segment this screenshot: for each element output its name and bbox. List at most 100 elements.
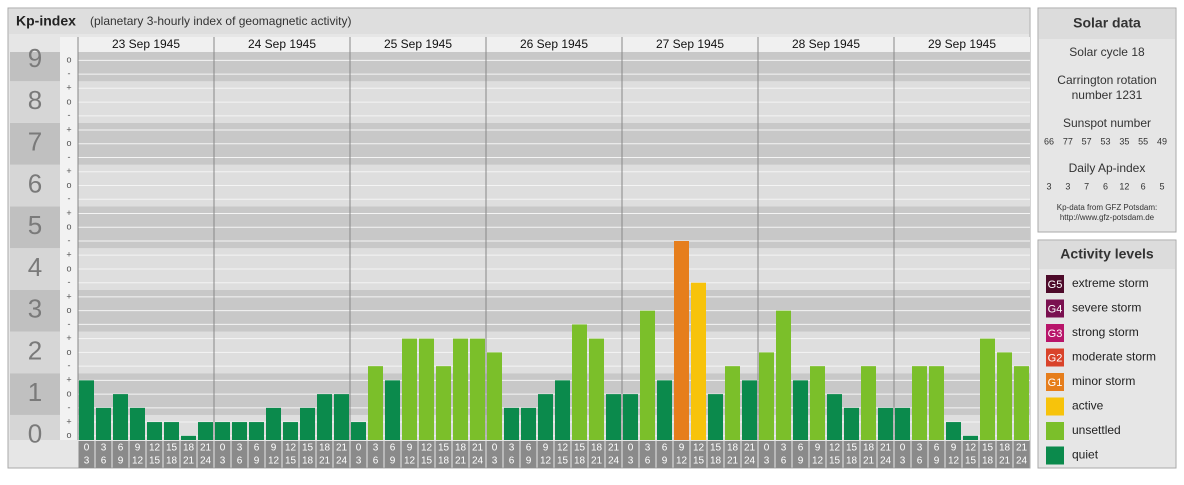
kp-bar (759, 352, 774, 440)
carrington-label: number (1072, 88, 1113, 102)
interval-start: 0 (220, 443, 226, 454)
interval-end: 9 (254, 456, 260, 467)
legend-label: unsettled (1072, 423, 1121, 437)
interval-box (877, 441, 894, 468)
interval-start: 15 (846, 443, 858, 454)
interval-start: 3 (101, 443, 107, 454)
interval-box (418, 441, 435, 468)
interval-start: 21 (200, 443, 212, 454)
interval-start: 9 (679, 443, 685, 454)
interval-end: 3 (84, 456, 90, 467)
interval-end: 21 (183, 456, 195, 467)
interval-box (78, 441, 95, 468)
y-tick-label: 2 (28, 335, 42, 365)
solar-cycle: Solar cycle 18 (1069, 45, 1145, 59)
panel-value: 35 (1119, 136, 1129, 146)
interval-start: 18 (591, 443, 603, 454)
kp-label-band (10, 206, 60, 249)
interval-start: 15 (982, 443, 994, 454)
interval-end: 12 (540, 456, 552, 467)
legend-label: severe storm (1072, 301, 1141, 315)
interval-end: 9 (934, 456, 940, 467)
legend-label: strong storm (1072, 325, 1139, 339)
interval-start: 21 (744, 443, 756, 454)
panel-value: 5 (1159, 181, 1164, 191)
interval-start: 0 (628, 443, 634, 454)
kp-bar (742, 380, 757, 440)
interval-box (656, 441, 673, 468)
interval-start: 15 (438, 443, 450, 454)
minor-tick-label: o (66, 347, 71, 357)
interval-box (673, 441, 690, 468)
interval-box (316, 441, 333, 468)
interval-start: 0 (492, 443, 498, 454)
solar-panel (1037, 7, 1177, 233)
interval-start: 0 (84, 443, 90, 454)
legend-label: moderate storm (1072, 350, 1156, 364)
interval-box (639, 441, 656, 468)
legend-label: quiet (1072, 448, 1099, 462)
kp-bar (725, 366, 740, 440)
interval-box (843, 441, 860, 468)
interval-end: 3 (628, 456, 634, 467)
legend-label: active (1072, 399, 1104, 413)
kp-bar (300, 407, 315, 440)
kp-bar (895, 407, 910, 440)
kp-label-band (10, 289, 60, 332)
kp-label-band (10, 331, 60, 374)
interval-end: 12 (268, 456, 280, 467)
interval-end: 21 (727, 456, 739, 467)
sunspot-label: Sunspot number (1063, 116, 1151, 130)
interval-start: 6 (254, 443, 260, 454)
interval-start: 18 (183, 443, 195, 454)
legend-badge: G1 (1048, 377, 1063, 389)
interval-end: 21 (319, 456, 331, 467)
interval-start: 3 (509, 443, 515, 454)
panel-value: 53 (1100, 136, 1110, 146)
interval-start: 15 (710, 443, 722, 454)
legend-swatch (1046, 348, 1064, 367)
interval-box (129, 441, 146, 468)
y-tick-label: 9 (28, 43, 42, 73)
interval-start: 18 (727, 443, 739, 454)
day-label: 28 Sep 1945 (792, 37, 860, 51)
kp-bar (198, 422, 213, 440)
interval-end: 3 (764, 456, 770, 467)
interval-start: 3 (373, 443, 379, 454)
source-url: http://www.gfz-potsdam.de (1060, 213, 1155, 222)
y-tick-label: 1 (28, 377, 42, 407)
interval-end: 18 (438, 456, 450, 467)
interval-box (401, 441, 418, 468)
interval-end: 9 (798, 456, 804, 467)
interval-start: 9 (951, 443, 957, 454)
interval-start: 9 (407, 443, 413, 454)
kp-bar (572, 324, 587, 440)
interval-box (758, 441, 775, 468)
interval-box (588, 441, 605, 468)
interval-box (350, 441, 367, 468)
minor-tick-label: o (66, 263, 71, 273)
interval-box (554, 441, 571, 468)
interval-end: 6 (645, 456, 651, 467)
interval-start: 18 (455, 443, 467, 454)
panel-value: 55 (1138, 136, 1148, 146)
source-line: Kp-data from GFZ Potsdam: (1057, 203, 1157, 212)
kp-bar (419, 338, 434, 440)
kp-bar (674, 240, 689, 440)
kp-bar (997, 352, 1012, 440)
interval-end: 15 (285, 456, 297, 467)
solar-cycle-value: 18 (1131, 45, 1145, 59)
interval-end: 21 (455, 456, 467, 467)
carrington-value: 1231 (1116, 88, 1143, 102)
kp-label-band (10, 248, 60, 290)
interval-end: 6 (373, 456, 379, 467)
interval-end: 18 (710, 456, 722, 467)
kp-bar (589, 338, 604, 440)
interval-start: 6 (526, 443, 532, 454)
interval-start: 6 (934, 443, 940, 454)
interval-end: 3 (900, 456, 906, 467)
interval-box (214, 441, 231, 468)
carrington-label: Carrington rotation (1057, 73, 1156, 87)
interval-box (928, 441, 945, 468)
